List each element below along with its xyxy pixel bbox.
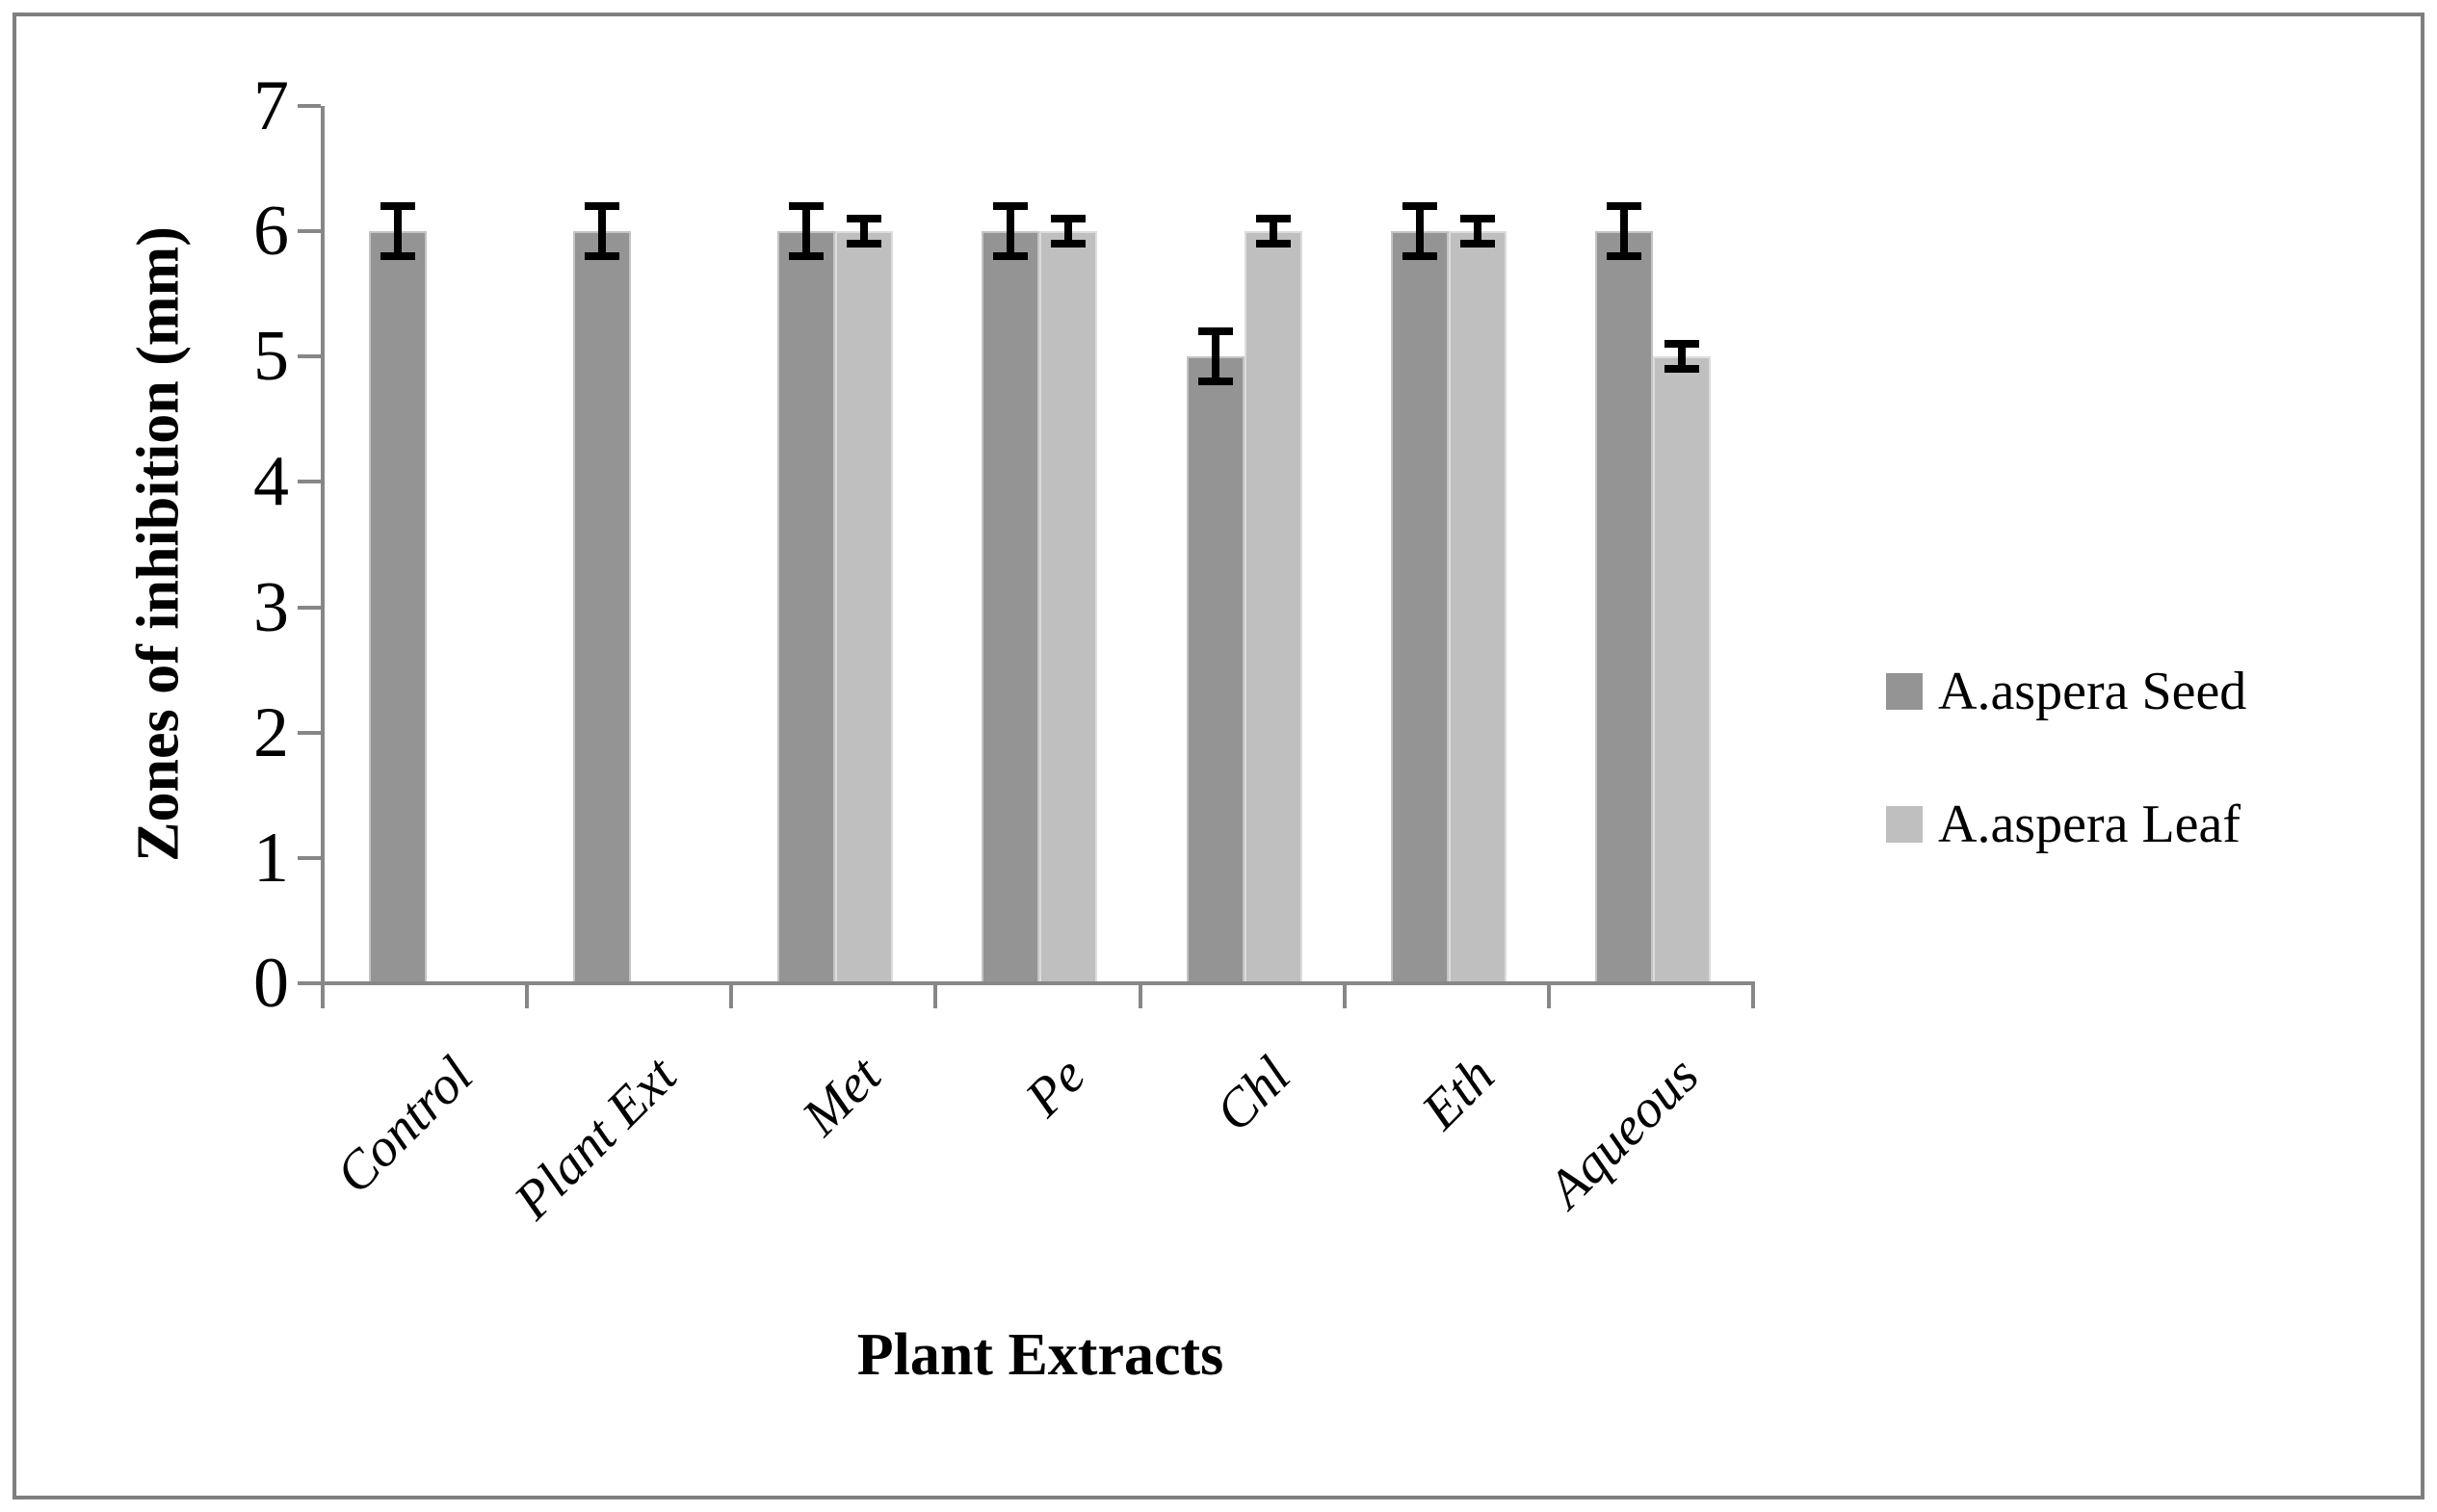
error-bar-a-aspera-leaf-pe-bottom-cap <box>1051 240 1087 248</box>
error-bar-a-aspera-seed-met <box>802 206 811 257</box>
y-tick-label-1: 1 <box>253 818 289 898</box>
bar-a-aspera-seed-plant-ext <box>573 231 632 983</box>
x-category-label-control: Control <box>325 1045 485 1206</box>
bar-a-aspera-seed-aqueous <box>1594 231 1653 983</box>
x-boundary-tick-3 <box>933 985 938 1008</box>
error-bar-a-aspera-seed-plant-ext-top-cap <box>585 202 620 211</box>
error-bar-a-aspera-leaf-chl <box>1269 219 1277 245</box>
x-category-label-pe: Pe <box>1014 1045 1098 1129</box>
x-boundary-tick-2 <box>729 985 734 1008</box>
error-bar-a-aspera-seed-chl <box>1211 331 1219 382</box>
error-bar-a-aspera-seed-control-bottom-cap <box>380 252 415 261</box>
error-bar-a-aspera-seed-aqueous <box>1619 206 1628 257</box>
y-tick-5 <box>298 354 321 359</box>
error-bar-a-aspera-seed-chl-bottom-cap <box>1197 378 1233 386</box>
error-bar-a-aspera-leaf-aqueous-top-cap <box>1664 340 1699 349</box>
error-bar-a-aspera-leaf-chl-bottom-cap <box>1255 240 1291 248</box>
error-bar-a-aspera-seed-control <box>394 206 402 257</box>
error-bar-a-aspera-seed-pe <box>1007 206 1015 257</box>
bar-a-aspera-leaf-aqueous <box>1652 356 1711 983</box>
x-boundary-tick-1 <box>525 985 530 1008</box>
error-bar-a-aspera-seed-aqueous-top-cap <box>1606 202 1641 211</box>
error-bar-a-aspera-seed-control-top-cap <box>380 202 415 211</box>
error-bar-a-aspera-leaf-pe-top-cap <box>1051 215 1087 223</box>
error-bar-a-aspera-leaf-eth <box>1473 219 1481 245</box>
y-axis-title: Zones of inhibition (mm) <box>125 226 192 862</box>
bar-a-aspera-leaf-chl <box>1244 231 1302 983</box>
legend-item-a-aspera-leaf: A.aspera Leaf <box>1886 797 2240 851</box>
y-tick-4 <box>298 480 321 484</box>
error-bar-a-aspera-leaf-eth-bottom-cap <box>1459 240 1495 248</box>
x-category-label-aqueous: Aqueous <box>1536 1045 1711 1219</box>
error-bar-a-aspera-seed-plant-ext <box>598 206 607 257</box>
legend-swatch-a-aspera-seed <box>1886 673 1923 710</box>
bar-a-aspera-leaf-pe <box>1039 231 1098 983</box>
error-bar-a-aspera-seed-aqueous-bottom-cap <box>1606 252 1641 261</box>
y-tick-label-6: 6 <box>253 192 289 272</box>
bar-a-aspera-seed-chl <box>1186 356 1245 983</box>
y-tick-label-7: 7 <box>253 66 289 146</box>
error-bar-a-aspera-seed-met-bottom-cap <box>789 252 825 261</box>
y-axis-line <box>321 106 325 987</box>
error-bar-a-aspera-seed-eth-bottom-cap <box>1402 252 1437 261</box>
error-bar-a-aspera-leaf-eth-top-cap <box>1459 215 1495 223</box>
y-tick-label-4: 4 <box>253 442 289 522</box>
y-tick-label-0: 0 <box>253 944 289 1023</box>
y-tick-label-5: 5 <box>253 317 289 397</box>
bar-a-aspera-leaf-eth <box>1448 231 1507 983</box>
bar-a-aspera-seed-eth <box>1390 231 1449 983</box>
error-bar-a-aspera-leaf-met <box>860 219 869 245</box>
y-tick-2 <box>298 730 321 735</box>
error-bar-a-aspera-seed-pe-bottom-cap <box>993 252 1029 261</box>
x-axis-title: Plant Extracts <box>856 1322 1224 1388</box>
bar-a-aspera-seed-pe <box>982 231 1040 983</box>
legend-item-a-aspera-seed: A.aspera Seed <box>1886 665 2246 718</box>
x-boundary-tick-4 <box>1138 985 1142 1008</box>
x-boundary-tick-5 <box>1342 985 1347 1008</box>
x-boundary-tick-6 <box>1546 985 1551 1008</box>
bar-a-aspera-seed-control <box>369 231 427 983</box>
y-tick-3 <box>298 605 321 610</box>
error-bar-a-aspera-leaf-aqueous <box>1677 344 1686 370</box>
y-tick-0 <box>298 981 321 985</box>
y-tick-label-3: 3 <box>253 567 289 647</box>
x-category-label-met: Met <box>791 1045 893 1148</box>
y-tick-label-2: 2 <box>253 692 289 772</box>
legend-label-a-aspera-leaf: A.aspera Leaf <box>1938 795 2241 854</box>
error-bar-a-aspera-seed-chl-top-cap <box>1197 327 1233 336</box>
y-tick-6 <box>298 229 321 234</box>
x-category-label-chl: Chl <box>1204 1045 1302 1143</box>
error-bar-a-aspera-seed-pe-top-cap <box>993 202 1029 211</box>
legend-swatch-a-aspera-leaf <box>1886 806 1923 843</box>
x-category-label-plant-ext: Plant Ext <box>503 1045 689 1232</box>
y-tick-1 <box>298 855 321 860</box>
x-axis-line <box>321 981 1755 985</box>
error-bar-a-aspera-leaf-met-top-cap <box>847 215 882 223</box>
error-bar-a-aspera-leaf-pe <box>1064 219 1073 245</box>
figure-frame <box>13 13 2424 1499</box>
x-boundary-tick-0 <box>321 985 325 1008</box>
error-bar-a-aspera-leaf-aqueous-bottom-cap <box>1664 365 1699 374</box>
bar-a-aspera-leaf-met <box>835 231 894 983</box>
x-boundary-tick-7 <box>1750 985 1755 1008</box>
y-tick-7 <box>298 104 321 109</box>
error-bar-a-aspera-seed-met-top-cap <box>789 202 825 211</box>
x-category-label-eth: Eth <box>1410 1045 1507 1141</box>
error-bar-a-aspera-leaf-met-bottom-cap <box>847 240 882 248</box>
error-bar-a-aspera-seed-eth-top-cap <box>1402 202 1437 211</box>
error-bar-a-aspera-seed-plant-ext-bottom-cap <box>585 252 620 261</box>
error-bar-a-aspera-seed-eth <box>1415 206 1424 257</box>
error-bar-a-aspera-leaf-chl-top-cap <box>1255 215 1291 223</box>
legend-label-a-aspera-seed: A.aspera Seed <box>1938 662 2247 721</box>
bar-a-aspera-seed-met <box>777 231 836 983</box>
